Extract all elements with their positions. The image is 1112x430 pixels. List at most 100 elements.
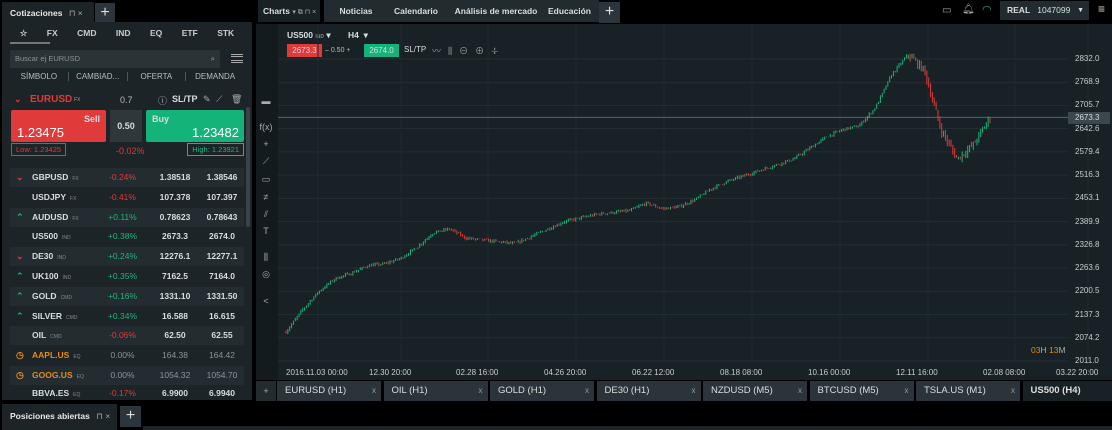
scrollbar[interactable] [246, 107, 250, 227]
close-icon[interactable]: x [904, 386, 909, 395]
info-icon[interactable]: ⓘ [158, 96, 168, 106]
top-tab[interactable]: Calendario [380, 0, 452, 22]
layers-icon[interactable]: ◎ [262, 269, 270, 279]
col-bid[interactable]: OFERTA [128, 72, 187, 81]
top-tab[interactable]: Noticias [324, 0, 388, 22]
category-tab[interactable]: IND [115, 28, 131, 38]
window-close-icons[interactable]: ⊓ × [96, 411, 111, 421]
quote-row[interactable]: ⌄ GBPUSD FX -0.24% 1.38518 1.38546 [10, 168, 244, 187]
row-bid[interactable]: 1054.32 [159, 370, 191, 380]
top-tab[interactable]: Charts ▾ ⧉ ⊓ × [258, 0, 320, 22]
indicators-icon[interactable]: ⫼ [448, 46, 460, 56]
account-selector[interactable]: REAL 1047099 ▼ [1000, 1, 1089, 20]
row-ask[interactable]: 164.42 [209, 350, 235, 361]
quote-row[interactable]: ⌄ DE30 IND +0.24% 12276.1 12277.1 [10, 247, 244, 267]
zoom-out-icon[interactable]: ⊖ [459, 46, 476, 56]
sltp-button[interactable]: SL/TP [172, 94, 198, 104]
text-icon[interactable]: T [263, 226, 269, 236]
row-bid[interactable]: 107.378 [159, 191, 191, 202]
chart-sell-button[interactable]: 2673.3 [287, 44, 322, 57]
row-ask[interactable]: 7164.0 [209, 271, 235, 281]
chart-tab[interactable]: BTCUSD (M5) x [809, 381, 914, 401]
chart-tab[interactable]: DE30 (H1) x [596, 381, 701, 401]
sell-button[interactable]: Sell 1.23475 [11, 110, 106, 142]
bell-icon[interactable]: 🔔︎ [962, 4, 975, 15]
row-ask[interactable]: 107.397 [206, 191, 238, 202]
category-tab[interactable]: ☆ [19, 28, 28, 38]
fibonacci-icon[interactable]: ≠ [263, 192, 269, 202]
category-tab[interactable]: STK [217, 28, 235, 38]
chart-tab[interactable]: EURUSD (H1) x [277, 381, 381, 401]
display-icon[interactable]: ▬ [261, 96, 271, 106]
row-ask[interactable]: 16.615 [209, 310, 235, 321]
chart-tab[interactable]: TSLA.US (M1) x [916, 381, 1020, 401]
close-icon[interactable]: x [585, 386, 589, 395]
add-chart-tab-button[interactable]: + [256, 381, 276, 401]
row-ask[interactable]: 2674.0 [209, 231, 235, 242]
row-ask[interactable]: 62.55 [211, 330, 233, 341]
pitchfork-icon[interactable]: ⫽ [263, 209, 268, 219]
channels-icon[interactable]: ⫼ [263, 252, 269, 262]
quote-row[interactable]: ⌃ AUDUSD FX +0.11% 0.78623 0.78643 [10, 207, 244, 227]
add-bottom-panel-button[interactable]: + [120, 406, 141, 427]
row-bid[interactable]: 7162.5 [162, 271, 188, 281]
edit-icon[interactable]: ✎ [203, 94, 211, 104]
close-icon[interactable]: x [691, 386, 696, 395]
quote-row[interactable]: ⌃ GOLD CMD +0.16% 1331.10 1331.50 [10, 286, 244, 306]
close-icon[interactable]: x [1011, 386, 1015, 395]
chart-area[interactable]: US500 IND ▾ H4 ▾ 2673.3 – 0.50 + 2674.0 … [256, 24, 1112, 380]
top-tab[interactable]: Educación [540, 0, 599, 22]
top-tab[interactable]: Análisis de mercado [452, 0, 540, 22]
row-ask[interactable]: 1331.50 [206, 290, 238, 301]
chart-tab[interactable]: US500 (H4)x [1022, 381, 1112, 401]
add-tab-button[interactable]: + [599, 2, 620, 23]
chart-tab[interactable]: OIL (H1) x [383, 381, 488, 401]
line-type-icon[interactable]: 〰 [432, 46, 449, 56]
row-ask[interactable]: 6.9940 [209, 387, 235, 398]
trendline-icon[interactable]: ⟋ [262, 156, 270, 166]
row-ask[interactable]: 1054.70 [206, 370, 238, 380]
chart-sltp-button[interactable]: SL/TP [404, 45, 427, 54]
symbol-selector[interactable]: US500 IND ▾ [287, 30, 331, 40]
menu-icon[interactable]: ≡ [1098, 2, 1106, 16]
close-icon[interactable]: x [478, 386, 483, 395]
quote-row[interactable]: BBVA.ES EQ -0.17% 6.9900 6.9940 [10, 385, 244, 400]
chart-icon[interactable]: ⟋ [216, 94, 223, 104]
row-bid[interactable]: 2673.3 [162, 231, 188, 242]
function-icon[interactable]: f(x) [259, 122, 273, 132]
buy-button[interactable]: Buy 1.23482 [146, 110, 244, 142]
row-ask[interactable]: 0.78643 [206, 211, 238, 222]
row-ask[interactable]: 12277.1 [206, 251, 238, 262]
row-bid[interactable]: 164.38 [162, 350, 188, 361]
share-icon[interactable]: < [263, 296, 269, 306]
tab-posiciones-abiertas[interactable]: Posiciones abiertas ⊓ × [2, 404, 117, 430]
search-input[interactable]: Buscar ej EURUSD ⌕ [10, 50, 220, 68]
crosshair-icon[interactable]: ✛ [491, 46, 506, 56]
chart-tab[interactable]: NZDUSD (M5) x [703, 381, 807, 401]
row-ask[interactable]: 1.38546 [206, 172, 238, 182]
rectangle-icon[interactable]: ▭ [261, 174, 271, 184]
row-bid[interactable]: 16.588 [162, 310, 188, 321]
tab-controls-icons[interactable]: ▾ ⧉ ⊓ × [292, 9, 317, 16]
tab-cotizaciones[interactable]: Cotizaciones ⊓ × [2, 2, 94, 24]
category-tab[interactable]: ETF [181, 28, 198, 38]
quote-row[interactable]: OIL CMD -0.06% 62.50 62.55 [10, 326, 244, 346]
row-bid[interactable]: 6.9900 [162, 387, 188, 398]
category-tab[interactable]: FX [46, 28, 58, 38]
chart-buy-button[interactable]: 2674.0 [364, 44, 399, 57]
quote-row[interactable]: ⌃ UK100 IND +0.35% 7162.5 7164.0 [10, 267, 244, 286]
row-bid[interactable]: 1331.10 [159, 290, 191, 301]
trash-icon[interactable]: 🗑 [231, 94, 243, 104]
crosshair-tool-icon[interactable]: + [263, 139, 269, 149]
category-tab[interactable]: EQ [149, 28, 163, 38]
timeframe-selector[interactable]: H4 ▾ [348, 30, 368, 40]
close-icon[interactable]: x [798, 386, 802, 395]
category-tab[interactable]: CMD [77, 28, 97, 38]
add-panel-button[interactable]: + [95, 3, 115, 23]
quote-row[interactable]: USDJPY FX -0.41% 107.378 107.397 [10, 187, 244, 207]
row-bid[interactable]: 1.38518 [159, 172, 191, 182]
col-change[interactable]: CAMBIAD... [69, 72, 128, 81]
zoom-in-icon[interactable]: ⊕ [475, 46, 492, 56]
quote-row[interactable]: ⌃ SILVER CMD +0.34% 16.588 16.615 [10, 306, 244, 326]
grid-view-icon[interactable] [231, 54, 243, 63]
